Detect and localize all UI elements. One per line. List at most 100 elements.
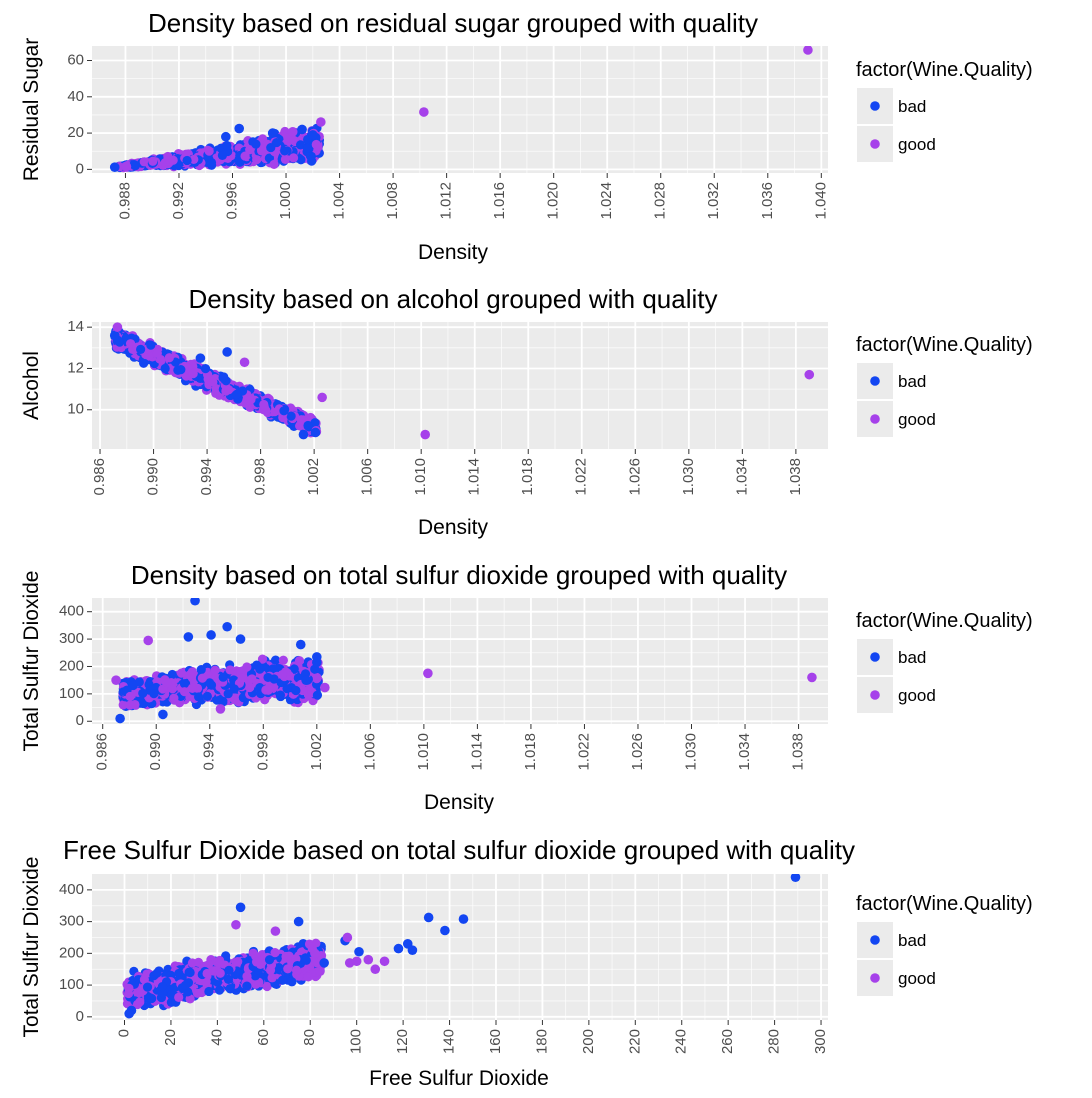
x-tick-label: 1.020 bbox=[545, 182, 562, 220]
x-tick-label: 0.998 bbox=[254, 733, 271, 771]
point-good bbox=[167, 684, 178, 694]
y-tick-label: 200 bbox=[59, 944, 84, 961]
point-good bbox=[125, 691, 135, 702]
point-bad bbox=[279, 406, 289, 416]
legend-label-good: good bbox=[898, 686, 936, 705]
x-tick-label: 1.000 bbox=[277, 182, 294, 220]
legend-title: factor(Wine.Quality) bbox=[856, 59, 1033, 81]
point-bad bbox=[251, 139, 261, 149]
point-bad bbox=[232, 389, 242, 399]
point-good bbox=[185, 670, 195, 680]
point-good bbox=[287, 127, 298, 137]
y-tick-label: 100 bbox=[59, 685, 84, 702]
x-tick-label: 1.012 bbox=[438, 182, 455, 220]
point-bad bbox=[115, 713, 125, 724]
x-tick-label: 1.008 bbox=[384, 182, 401, 220]
legend-label-bad: bad bbox=[898, 372, 926, 391]
point-good bbox=[208, 377, 218, 387]
y-axis-label: Total Sulfur Dioxide bbox=[20, 571, 43, 752]
point-bad bbox=[136, 344, 146, 354]
x-tick-label: 1.030 bbox=[682, 733, 699, 771]
x-tick-label: 0.990 bbox=[145, 458, 162, 496]
point-good bbox=[320, 682, 330, 693]
y-tick-label: 14 bbox=[67, 318, 84, 335]
point-bad bbox=[206, 630, 216, 640]
x-tick-label: 1.006 bbox=[359, 458, 376, 496]
point-bad bbox=[234, 123, 244, 134]
chart-title: Density based on alcohol grouped with qu… bbox=[188, 284, 717, 314]
point-bad bbox=[200, 364, 211, 374]
point-good bbox=[257, 654, 268, 664]
point-good bbox=[317, 392, 327, 403]
point-good bbox=[288, 153, 299, 163]
y-tick-label: 0 bbox=[76, 160, 84, 177]
x-tick-label: 80 bbox=[301, 1029, 318, 1046]
point-good bbox=[252, 155, 262, 165]
point-good bbox=[261, 685, 271, 695]
x-tick-label: 200 bbox=[580, 1029, 597, 1054]
x-tick-label: 240 bbox=[673, 1029, 690, 1054]
point-good bbox=[237, 673, 247, 683]
point-bad bbox=[194, 692, 204, 702]
point-good bbox=[112, 322, 123, 332]
x-tick-label: 1.034 bbox=[736, 733, 753, 771]
x-tick-label: 0.998 bbox=[252, 458, 269, 496]
legend-label-bad: bad bbox=[898, 97, 926, 116]
point-good bbox=[179, 687, 190, 697]
point-bad bbox=[138, 688, 148, 698]
point-good bbox=[225, 665, 235, 675]
point-bad bbox=[296, 155, 306, 165]
point-good bbox=[168, 155, 178, 165]
x-tick-label: 1.036 bbox=[759, 182, 776, 220]
x-tick-label: 1.034 bbox=[733, 458, 750, 496]
x-tick-label: 0.988 bbox=[116, 182, 133, 220]
x-tick-label: 100 bbox=[348, 1029, 365, 1054]
point-bad bbox=[275, 690, 286, 700]
legend-title: factor(Wine.Quality) bbox=[856, 334, 1033, 356]
point-bad bbox=[268, 664, 278, 674]
point-bad bbox=[310, 427, 321, 438]
point-bad bbox=[222, 140, 232, 151]
x-tick-label: 60 bbox=[255, 1029, 272, 1046]
point-good bbox=[296, 415, 306, 425]
x-axis-label: Density bbox=[424, 791, 495, 814]
point-bad bbox=[291, 685, 301, 696]
x-tick-label: 180 bbox=[533, 1029, 550, 1054]
point-good bbox=[278, 655, 288, 665]
y-tick-label: 300 bbox=[59, 630, 84, 647]
x-tick-label: 1.006 bbox=[361, 733, 378, 771]
y-axis-label: Alcohol bbox=[20, 351, 43, 420]
x-tick-label: 1.026 bbox=[629, 733, 646, 771]
x-tick-label: 0.994 bbox=[198, 458, 215, 496]
point-bad bbox=[221, 131, 231, 142]
point-good bbox=[210, 665, 220, 675]
x-tick-label: 1.024 bbox=[598, 182, 615, 220]
y-tick-label: 10 bbox=[67, 401, 84, 418]
x-tick-label: 1.010 bbox=[412, 458, 429, 496]
point-good bbox=[316, 117, 326, 127]
point-bad bbox=[149, 689, 159, 699]
data-points bbox=[122, 874, 801, 1019]
point-good bbox=[224, 385, 234, 395]
point-bad bbox=[109, 330, 120, 341]
point-bad bbox=[205, 678, 215, 688]
x-tick-label: 1.002 bbox=[308, 733, 325, 771]
point-bad bbox=[196, 665, 206, 675]
point-good bbox=[277, 669, 287, 680]
point-bad bbox=[182, 155, 192, 166]
x-tick-label: 0.986 bbox=[91, 458, 108, 496]
point-bad bbox=[217, 150, 228, 161]
x-tick-label: 1.030 bbox=[680, 458, 697, 496]
x-tick-label: 220 bbox=[626, 1029, 643, 1054]
point-good bbox=[169, 693, 179, 703]
point-good bbox=[239, 357, 250, 368]
chart-panel-4: Free Sulfur Dioxide based on total sulfu… bbox=[20, 835, 1033, 1090]
x-tick-label: 260 bbox=[719, 1029, 736, 1054]
point-good bbox=[804, 369, 815, 380]
point-good bbox=[143, 635, 154, 646]
x-tick-label: 1.018 bbox=[519, 458, 536, 496]
x-tick-label: 0.994 bbox=[201, 733, 218, 771]
x-tick-label: 1.002 bbox=[305, 458, 322, 496]
